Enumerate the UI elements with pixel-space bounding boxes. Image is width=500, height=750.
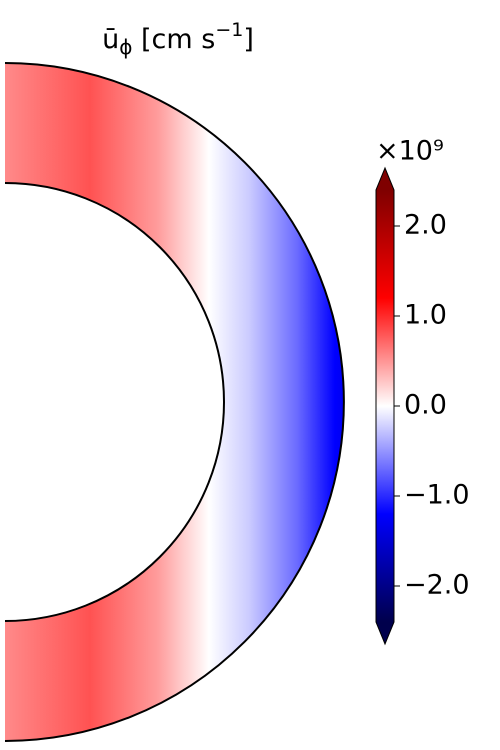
title-symbol: ū bbox=[102, 24, 119, 55]
colorbar-extend-top bbox=[376, 168, 394, 190]
title-subscript: ϕ bbox=[119, 35, 132, 59]
colorbar-tick-label: 1.0 bbox=[404, 300, 447, 331]
colorbar-tick-label: −1.0 bbox=[404, 480, 470, 511]
colorbar-extend-bottom bbox=[376, 622, 394, 644]
inner-boundary bbox=[4, 182, 225, 622]
title-unit: [cm s bbox=[141, 24, 215, 55]
colorbar-outline bbox=[375, 166, 395, 646]
colorbar-multiplier: ×10⁹ bbox=[376, 136, 444, 167]
title-space bbox=[132, 24, 141, 55]
colorbar-tick-label: 2.0 bbox=[404, 210, 447, 241]
colorbar-tick-label: −2.0 bbox=[404, 570, 470, 601]
title-close: ] bbox=[243, 24, 254, 55]
chart-title: ūϕ [cm s−1] bbox=[102, 19, 254, 59]
outer-boundary bbox=[4, 62, 345, 742]
colorbar-tick-label: 0.0 bbox=[404, 390, 447, 421]
title-exponent: −1 bbox=[215, 19, 243, 41]
shell-field bbox=[5, 63, 344, 741]
colorbar: 2.0 1.0 0.0 −1.0 −2.0 bbox=[375, 166, 470, 646]
colorbar-body bbox=[376, 190, 394, 622]
